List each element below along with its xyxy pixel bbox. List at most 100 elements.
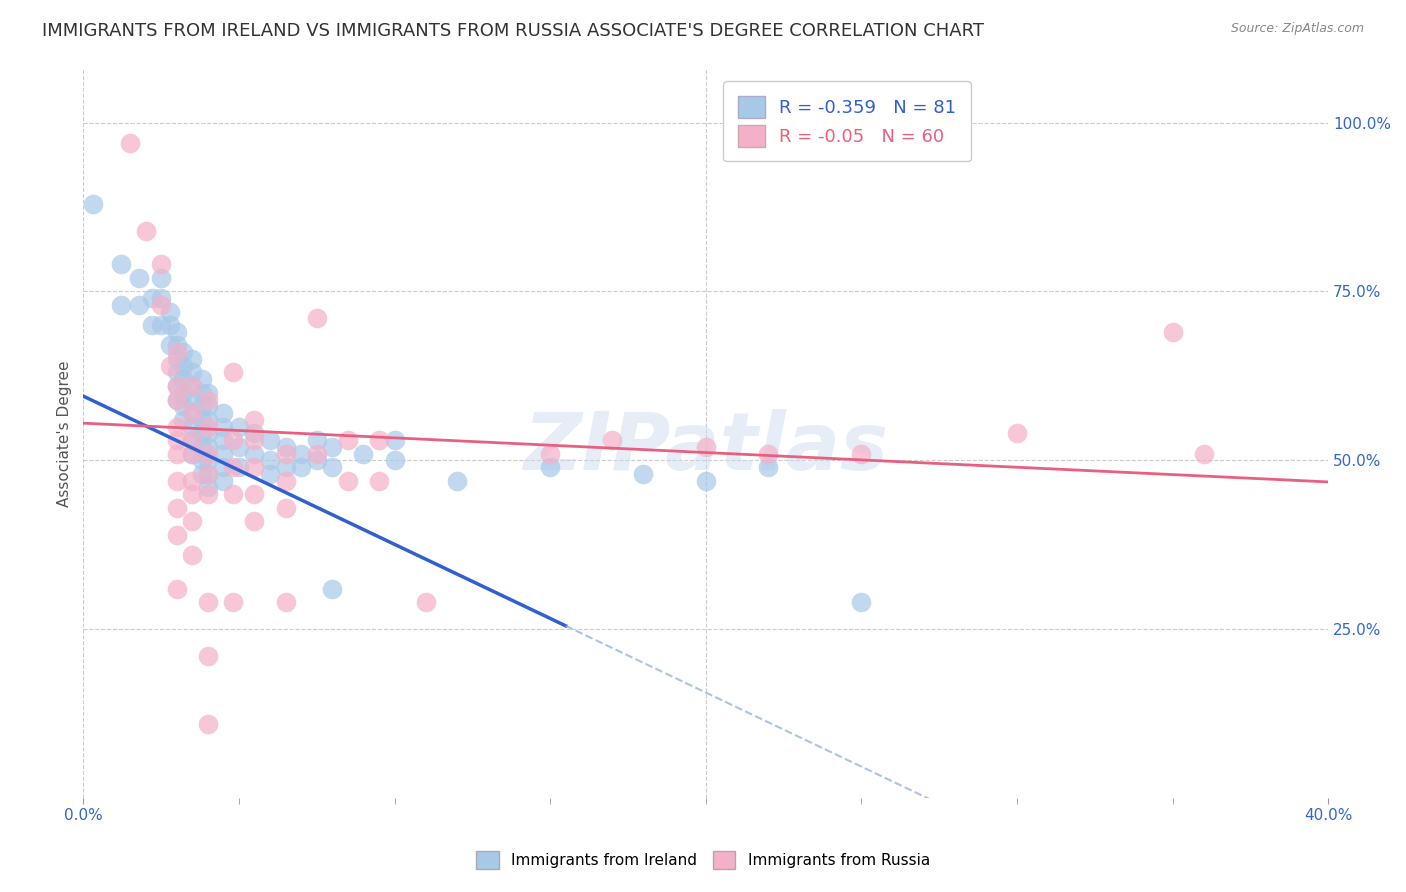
Point [321, 460, 343, 475]
Point [1161, 325, 1184, 339]
Text: ZIPatlas: ZIPatlas [523, 409, 889, 487]
Point [851, 446, 873, 460]
Point [243, 487, 266, 501]
Point [384, 453, 406, 467]
Point [243, 433, 266, 447]
Point [118, 136, 141, 150]
Point [141, 291, 163, 305]
Point [243, 460, 266, 475]
Point [695, 474, 717, 488]
Point [259, 453, 281, 467]
Point [243, 514, 266, 528]
Point [181, 351, 204, 366]
Point [368, 433, 391, 447]
Point [274, 460, 297, 475]
Point [197, 716, 219, 731]
Point [212, 406, 235, 420]
Point [172, 413, 194, 427]
Point [110, 298, 132, 312]
Point [851, 595, 873, 609]
Point [197, 440, 219, 454]
Point [128, 298, 150, 312]
Point [538, 460, 561, 475]
Point [181, 419, 204, 434]
Point [243, 446, 266, 460]
Point [166, 379, 188, 393]
Point [259, 467, 281, 481]
Point [633, 467, 655, 481]
Point [197, 446, 219, 460]
Point [197, 595, 219, 609]
Point [190, 440, 212, 454]
Point [82, 196, 104, 211]
Point [197, 453, 219, 467]
Point [190, 413, 212, 427]
Point [166, 351, 188, 366]
Point [190, 467, 212, 481]
Point [274, 474, 297, 488]
Point [166, 419, 188, 434]
Point [228, 460, 250, 475]
Point [368, 474, 391, 488]
Point [212, 419, 235, 434]
Text: Source: ZipAtlas.com: Source: ZipAtlas.com [1230, 22, 1364, 36]
Point [290, 446, 312, 460]
Point [305, 433, 328, 447]
Point [384, 433, 406, 447]
Point [181, 366, 204, 380]
Point [305, 453, 328, 467]
Point [290, 460, 312, 475]
Point [181, 406, 204, 420]
Point [159, 304, 181, 318]
Point [321, 582, 343, 596]
Point [221, 433, 243, 447]
Point [166, 582, 188, 596]
Point [166, 527, 188, 541]
Point [197, 399, 219, 413]
Point [166, 500, 188, 515]
Point [274, 500, 297, 515]
Point [197, 413, 219, 427]
Point [181, 487, 204, 501]
Point [259, 433, 281, 447]
Point [756, 446, 779, 460]
Point [181, 433, 204, 447]
Point [1005, 426, 1028, 441]
Point [150, 257, 173, 271]
Point [159, 318, 181, 333]
Point [135, 224, 157, 238]
Point [181, 392, 204, 407]
Y-axis label: Associate's Degree: Associate's Degree [58, 360, 72, 507]
Point [190, 399, 212, 413]
Point [150, 291, 173, 305]
Point [274, 595, 297, 609]
Point [305, 446, 328, 460]
Point [197, 392, 219, 407]
Point [181, 406, 204, 420]
Point [197, 649, 219, 664]
Point [228, 419, 250, 434]
Legend: Immigrants from Ireland, Immigrants from Russia: Immigrants from Ireland, Immigrants from… [470, 845, 936, 875]
Point [172, 372, 194, 386]
Point [166, 433, 188, 447]
Point [197, 480, 219, 494]
Point [172, 345, 194, 359]
Point [197, 385, 219, 400]
Point [197, 426, 219, 441]
Point [181, 379, 204, 393]
Point [212, 433, 235, 447]
Point [190, 453, 212, 467]
Point [212, 446, 235, 460]
Point [166, 392, 188, 407]
Point [159, 338, 181, 352]
Point [166, 325, 188, 339]
Point [166, 474, 188, 488]
Point [150, 318, 173, 333]
Point [243, 413, 266, 427]
Point [141, 318, 163, 333]
Point [150, 271, 173, 285]
Point [336, 433, 359, 447]
Point [181, 474, 204, 488]
Point [274, 440, 297, 454]
Point [159, 359, 181, 373]
